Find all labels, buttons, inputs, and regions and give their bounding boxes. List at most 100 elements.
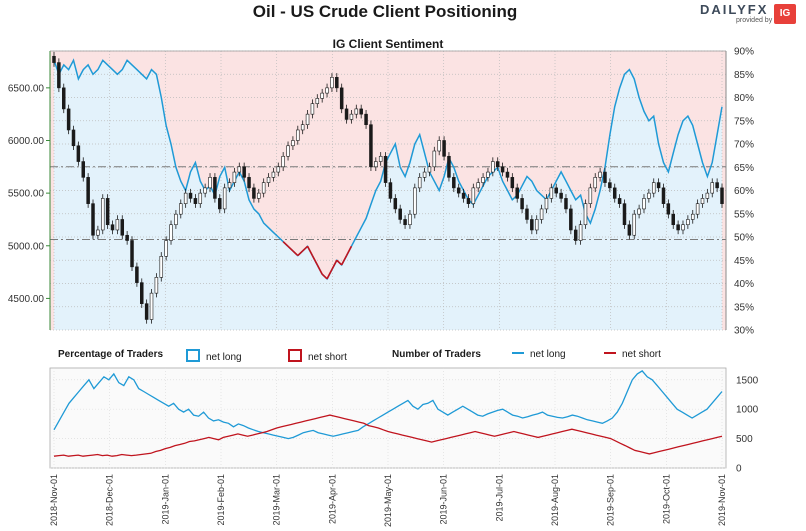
legend-long-label: net long — [206, 352, 242, 363]
pct-tick-label: 45% — [734, 256, 754, 267]
candle-body — [603, 171, 607, 183]
candle-body — [456, 187, 461, 194]
candle-body — [227, 182, 232, 189]
candle-body — [61, 87, 66, 110]
dailyfx-logo: DAILYFX provided by IG — [700, 2, 804, 28]
pct-tick-label: 70% — [734, 140, 754, 151]
candle-body — [149, 292, 154, 320]
candle-body — [486, 171, 490, 178]
pct-tick-label: 55% — [734, 209, 754, 220]
candle-body — [218, 198, 222, 210]
count-tick-label: 1000 — [736, 405, 759, 416]
candle-body — [461, 192, 466, 199]
candle-body — [481, 177, 485, 183]
net-short-pct-segment — [292, 250, 299, 257]
candle-body — [144, 303, 149, 320]
candle-body — [135, 266, 139, 283]
candle-body — [252, 187, 256, 199]
candle-body — [427, 166, 432, 173]
candle-body — [57, 62, 61, 89]
pct-tick-label: 40% — [734, 279, 754, 290]
candle-body — [261, 182, 266, 194]
candle-body — [237, 166, 242, 173]
x-tick-label: 2019-May-01 — [383, 474, 393, 527]
legend-short-label: net short — [308, 352, 347, 363]
candle-body — [330, 77, 334, 89]
candle-body — [339, 87, 344, 110]
candle-body — [374, 161, 378, 168]
candle-body — [491, 161, 495, 173]
x-tick-label: 2019-Feb-01 — [216, 474, 226, 526]
candle-body — [720, 187, 724, 204]
candle-body — [213, 177, 217, 199]
candle-body — [525, 208, 529, 220]
net-short-pct-segment — [287, 245, 294, 252]
candle-body — [530, 219, 534, 231]
pct-tick-label: 85% — [734, 70, 754, 81]
candle-body — [393, 198, 398, 210]
candle-body — [637, 208, 641, 215]
candle-body — [632, 213, 636, 236]
candle-body — [520, 198, 524, 210]
candle-body — [286, 145, 290, 157]
candle-body — [115, 219, 120, 231]
price-tick-label: 4500.00 — [8, 294, 45, 305]
candle-body — [554, 187, 558, 194]
candle-body — [471, 187, 476, 204]
candle-body — [378, 155, 383, 162]
legend-pct-title: Percentage of Traders — [58, 349, 163, 360]
candle-body — [183, 192, 188, 204]
candle-body — [325, 87, 329, 94]
candle-body — [320, 92, 324, 99]
pct-tick-label: 90% — [734, 47, 754, 58]
price-tick-label: 5000.00 — [8, 241, 45, 252]
candle-body — [534, 219, 539, 231]
candle-body — [432, 150, 437, 168]
candle-body — [276, 166, 281, 173]
candle-body — [403, 219, 407, 226]
candle-body — [105, 198, 110, 226]
logo-badge: IG — [774, 4, 796, 24]
candle-body — [505, 171, 510, 178]
x-tick-label: 2019-Jun-01 — [439, 474, 449, 525]
candle-body — [608, 182, 612, 189]
net-short-pct-segment — [326, 269, 333, 280]
net-short-pct-segment — [345, 245, 353, 256]
candle-body — [359, 108, 363, 115]
candle-body — [257, 192, 261, 199]
x-tick-label: 2019-Oct-01 — [661, 474, 671, 524]
candle-body — [81, 161, 86, 178]
candle-body — [422, 171, 427, 178]
candle-body — [344, 108, 349, 120]
candle-body — [695, 203, 700, 215]
pct-tick-label: 35% — [734, 302, 754, 313]
candle-body — [179, 203, 183, 215]
candle-body — [66, 108, 71, 131]
candle-body — [305, 113, 310, 125]
candle-body — [271, 171, 276, 178]
candle-body — [130, 240, 134, 268]
candle-body — [110, 224, 115, 231]
pct-tick-label: 30% — [734, 326, 754, 337]
candle-body — [442, 140, 446, 157]
legend-num-long: net long — [512, 349, 566, 360]
count-tick-label: 0 — [736, 464, 742, 475]
count-net-long-line — [53, 370, 723, 440]
x-tick-label: 2019-Aug-01 — [550, 474, 560, 526]
candle-body — [539, 208, 544, 220]
net-short-pct-segment — [306, 245, 314, 256]
candle-body — [310, 103, 315, 115]
price-tick-label: 6000.00 — [8, 136, 45, 147]
candle-body — [593, 177, 597, 189]
count-panel-bg — [49, 367, 727, 469]
candle-body — [242, 166, 246, 178]
legend-num-label: Number of Traders — [392, 349, 481, 360]
candle-body — [559, 192, 563, 199]
candle-body — [671, 213, 675, 226]
candle-body — [588, 187, 593, 204]
candle-body — [476, 182, 480, 189]
candle-body — [510, 177, 515, 189]
candle-body — [408, 213, 412, 226]
pct-tick-label: 65% — [734, 163, 754, 174]
